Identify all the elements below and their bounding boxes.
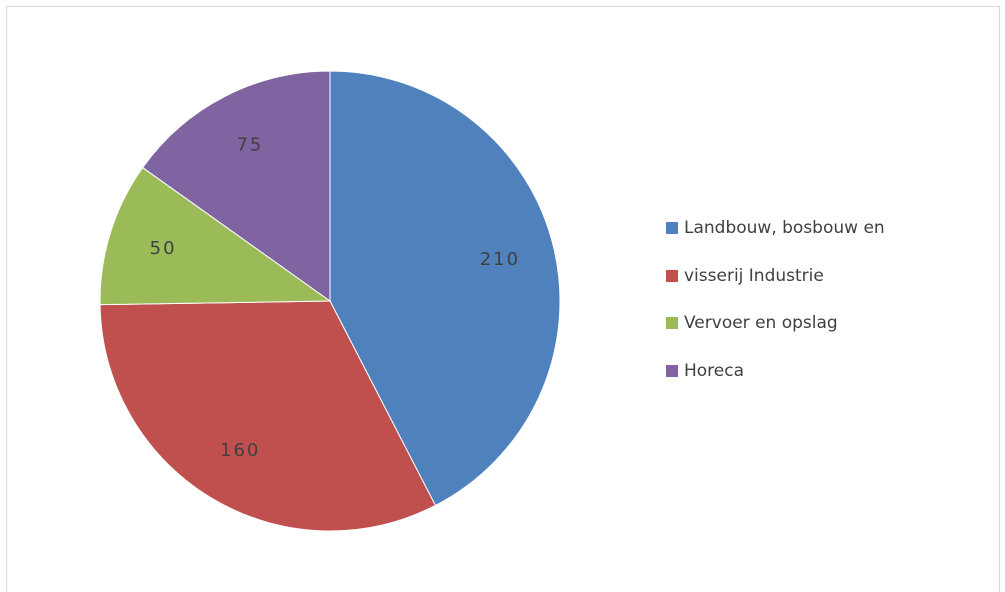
legend: Landbouw, bosbouw en visserij Industrie … — [666, 216, 885, 406]
pie-slice-landbouw — [329, 70, 561, 507]
data-label-vervoer-en-opslag: 50 — [150, 238, 177, 259]
pie-slice-visserij-industrie — [99, 300, 437, 532]
pie-data-labels: 210 160 50 75 — [150, 135, 520, 461]
data-label-visserij-industrie: 160 — [220, 440, 260, 461]
legend-item-vervoer-en-opslag: Vervoer en opslag — [666, 311, 885, 335]
legend-item-horeca: Horeca — [666, 359, 885, 383]
legend-label: Vervoer en opslag — [684, 313, 838, 333]
legend-label: Landbouw, bosbouw en — [684, 218, 885, 238]
legend-swatch — [666, 364, 678, 377]
legend-item-landbouw: Landbouw, bosbouw en — [666, 216, 885, 240]
legend-swatch — [666, 317, 678, 329]
data-label-landbouw: 210 — [480, 249, 520, 270]
pie-slices — [99, 70, 561, 532]
legend-label: Horeca — [684, 360, 745, 381]
data-label-horeca: 75 — [236, 135, 263, 156]
legend-swatch — [666, 269, 678, 282]
legend-swatch — [666, 222, 678, 234]
legend-item-visserij-industrie: visserij Industrie — [666, 264, 885, 288]
pie-slice-horeca — [141, 70, 331, 302]
pie-slice-vervoer-en-opslag — [99, 166, 332, 306]
legend-label: visserij Industrie — [684, 265, 824, 286]
